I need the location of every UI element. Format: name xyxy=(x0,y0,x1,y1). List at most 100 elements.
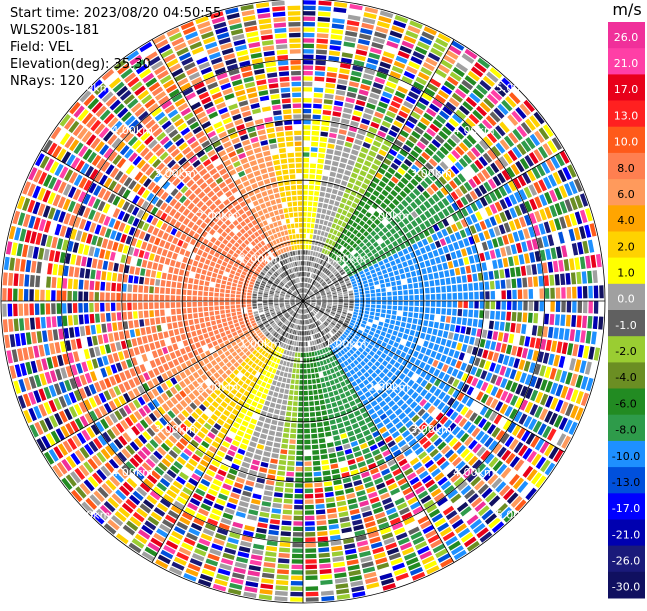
velocity-gate xyxy=(73,315,78,325)
velocity-gate xyxy=(305,336,307,340)
velocity-gate xyxy=(198,307,203,312)
velocity-gate xyxy=(588,301,593,313)
velocity-gate xyxy=(463,309,468,316)
velocity-gate xyxy=(585,256,591,269)
velocity-gate xyxy=(395,246,401,252)
velocity-gate xyxy=(398,301,402,305)
velocity-gate xyxy=(330,40,342,46)
velocity-gate xyxy=(293,407,298,412)
velocity-gate xyxy=(316,515,326,520)
velocity-gate xyxy=(278,465,286,470)
velocity-gate xyxy=(339,405,345,411)
velocity-gate xyxy=(357,175,364,181)
velocity-gate xyxy=(480,301,484,309)
velocity-gate xyxy=(307,358,310,362)
velocity-gate xyxy=(236,477,245,484)
velocity-gate xyxy=(415,301,419,306)
velocity-gate xyxy=(273,498,282,503)
velocity-gate xyxy=(392,331,397,336)
velocity-gate xyxy=(299,396,303,400)
velocity-gate xyxy=(334,378,339,383)
velocity-gate xyxy=(543,353,550,364)
velocity-gate xyxy=(345,31,357,37)
velocity-gate xyxy=(544,314,549,325)
velocity-gate xyxy=(318,433,324,438)
velocity-gate xyxy=(358,461,367,468)
velocity-gate xyxy=(396,280,401,285)
velocity-gate xyxy=(283,433,289,438)
velocity-gate xyxy=(22,347,29,360)
velocity-gate xyxy=(437,231,444,239)
velocity-gate xyxy=(336,173,343,179)
velocity-gate xyxy=(400,243,406,249)
velocity-gate xyxy=(329,177,335,182)
velocity-gate xyxy=(321,231,325,236)
velocity-gate xyxy=(235,405,242,411)
velocity-gate xyxy=(485,291,489,299)
velocity-gate xyxy=(255,426,262,432)
velocity-gate xyxy=(304,396,308,400)
velocity-gate xyxy=(566,315,571,327)
velocity-gate xyxy=(338,305,343,307)
velocity-gate xyxy=(432,329,437,336)
velocity-gate xyxy=(236,308,241,311)
velocity-gate xyxy=(428,274,433,280)
velocity-gate xyxy=(46,277,51,288)
velocity-gate xyxy=(276,370,280,375)
velocity-gate xyxy=(447,309,452,316)
velocity-gate xyxy=(332,551,344,557)
velocity-gate xyxy=(368,408,375,415)
velocity-gate xyxy=(502,301,507,310)
velocity-gate xyxy=(297,429,303,433)
velocity-gate xyxy=(403,312,408,317)
velocity-gate xyxy=(387,292,392,296)
velocity-gate xyxy=(160,356,167,364)
velocity-gate xyxy=(354,292,359,295)
velocity-gate xyxy=(371,308,376,312)
velocity-gate xyxy=(62,291,67,301)
velocity-gate xyxy=(479,253,485,262)
velocity-gate xyxy=(250,465,258,471)
velocity-gate xyxy=(497,237,504,247)
velocity-gate xyxy=(378,231,384,237)
velocity-gate xyxy=(232,332,237,337)
velocity-gate xyxy=(339,163,346,169)
velocity-gate xyxy=(474,292,479,300)
velocity-gate xyxy=(134,320,139,328)
velocity-gate xyxy=(363,317,368,321)
velocity-gate xyxy=(511,346,517,356)
velocity-gate xyxy=(453,333,459,341)
velocity-gate xyxy=(333,562,345,568)
velocity-gate xyxy=(320,137,328,142)
velocity-gate xyxy=(417,241,423,248)
velocity-gate xyxy=(317,526,327,531)
velocity-gate xyxy=(358,438,366,445)
velocity-gate xyxy=(466,266,472,274)
velocity-gate xyxy=(361,183,368,189)
velocity-gate xyxy=(324,221,329,226)
velocity-gate xyxy=(265,418,271,424)
velocity-gate xyxy=(197,330,202,336)
velocity-gate xyxy=(329,200,334,205)
velocity-gate xyxy=(482,242,488,251)
velocity-gate xyxy=(395,258,401,264)
velocity-gate xyxy=(106,282,111,291)
velocity-gate xyxy=(231,309,236,313)
velocity-gate xyxy=(339,428,346,434)
velocity-gate xyxy=(546,340,552,351)
velocity-gate xyxy=(381,353,387,359)
velocity-gate xyxy=(385,239,391,245)
velocity-gate xyxy=(305,543,316,548)
velocity-gate xyxy=(338,297,342,299)
velocity-gate xyxy=(518,290,523,300)
velocity-gate xyxy=(359,152,367,159)
velocity-gate xyxy=(263,297,267,299)
velocity-gate xyxy=(162,347,168,354)
velocity-gate xyxy=(232,409,239,416)
velocity-gate xyxy=(474,310,479,318)
velocity-gate xyxy=(275,585,288,590)
velocity-gate xyxy=(371,400,378,407)
velocity-gate xyxy=(374,333,379,338)
velocity-gate xyxy=(358,39,370,46)
